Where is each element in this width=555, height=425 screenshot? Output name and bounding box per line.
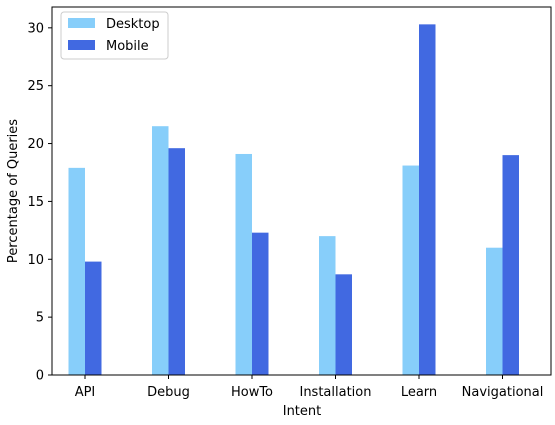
bar-mobile-installation [335, 274, 352, 375]
y-tick-label: 25 [27, 79, 44, 94]
y-tick-label: 0 [36, 369, 44, 384]
legend-swatch-desktop [68, 18, 95, 28]
bar-desktop-howto [235, 153, 252, 375]
legend-swatch-mobile [68, 40, 95, 50]
bar-desktop-navigational [486, 247, 503, 375]
legend-label-mobile: Mobile [106, 39, 149, 54]
x-tick-label: HowTo [231, 385, 273, 400]
x-tick-label: Learn [401, 385, 437, 400]
y-tick-label: 30 [27, 21, 44, 36]
bar-mobile-learn [419, 24, 436, 375]
y-tick-label: 10 [27, 253, 44, 268]
bar-desktop-learn [402, 165, 419, 375]
y-axis-label: Percentage of Queries [6, 119, 21, 263]
plot-frame [51, 6, 552, 376]
x-axis-label: Intent [283, 404, 322, 419]
bar-mobile-navigational [502, 155, 519, 375]
bar-desktop-installation [319, 236, 336, 375]
y-tick-label: 15 [27, 195, 44, 210]
bar-mobile-api [85, 261, 102, 375]
x-tick-label: API [75, 385, 96, 400]
y-tick-label: 20 [27, 137, 44, 152]
bar-mobile-debug [168, 148, 185, 375]
bar-mobile-howto [252, 232, 269, 375]
bar-desktop-api [68, 167, 85, 375]
axes-layer: 0 5 10 15 20 25 30 API Debug HowTo Installation Lea… [27, 6, 552, 400]
x-tick-label: Navigational [462, 385, 544, 400]
y-tick-label: 5 [36, 311, 44, 326]
bar-desktop-debug [152, 126, 169, 375]
bars-layer [68, 24, 519, 375]
legend-label-desktop: Desktop [106, 17, 160, 32]
x-tick-label: Installation [299, 385, 371, 400]
legend: Desktop Mobile [60, 11, 169, 60]
x-tick-label: Debug [147, 385, 190, 400]
